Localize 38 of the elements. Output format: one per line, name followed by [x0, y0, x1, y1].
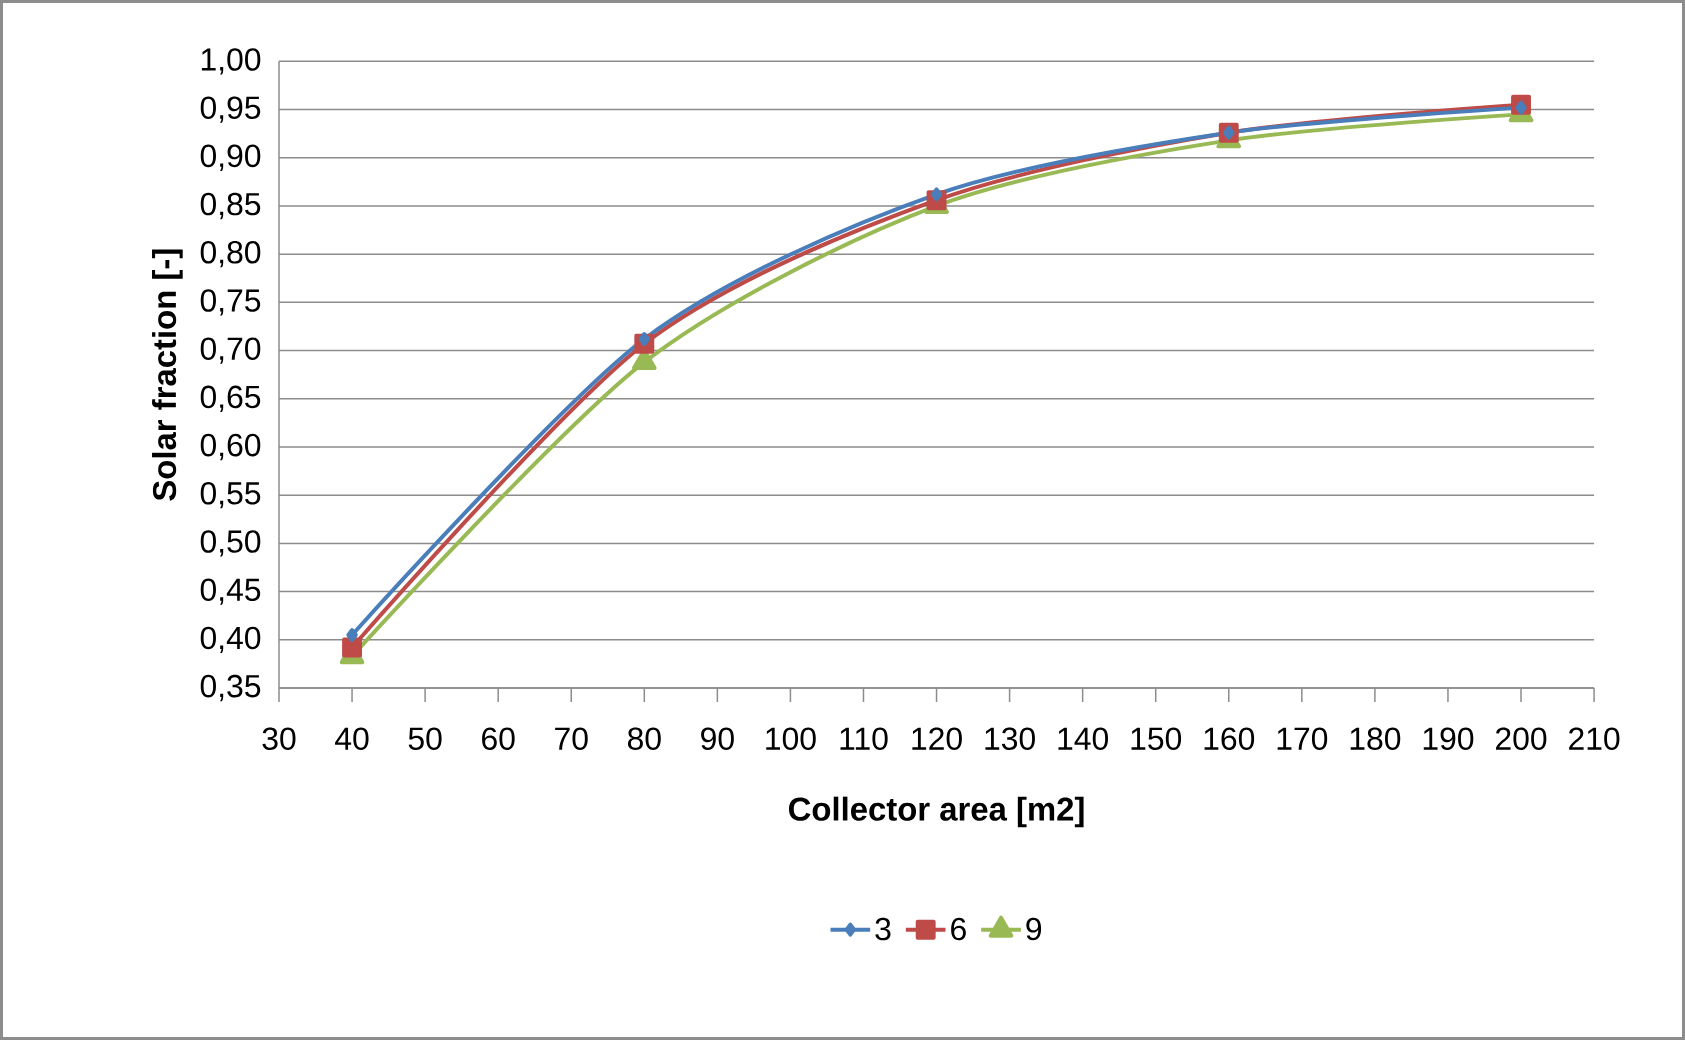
- x-tick-label: 140: [1058, 727, 1108, 750]
- x-tick-label: 160: [1204, 727, 1255, 750]
- y-tick-label: 0,95: [200, 96, 261, 123]
- x-tick-label: 170: [1277, 727, 1328, 750]
- x-tick-label: 100: [766, 727, 816, 750]
- y-tick-label: 0,85: [200, 192, 261, 220]
- x-tick-label: 80: [627, 727, 661, 750]
- y-tick-label: 0,35: [200, 674, 261, 702]
- x-tick-label: 110: [840, 727, 888, 750]
- y-tick-label: 0,65: [200, 385, 261, 412]
- x-axis-title: Collector area [m2]: [788, 796, 1084, 828]
- x-tick-label: 60: [482, 727, 515, 750]
- x-tick-label: 190: [1423, 727, 1474, 750]
- x-tick-label: 130: [985, 727, 1035, 750]
- y-tick-label: 1,00: [201, 48, 261, 75]
- y-tick-label: 0,75: [200, 289, 261, 316]
- x-tick-label: 30: [262, 727, 296, 750]
- y-tick-label: 0,90: [200, 144, 261, 171]
- legend-label: 9: [1026, 917, 1042, 941]
- x-tick-label: 200: [1496, 727, 1547, 750]
- x-tick-label: 180: [1350, 727, 1401, 750]
- x-tick-label: 50: [408, 727, 442, 750]
- x-tick-label: 150: [1131, 727, 1182, 750]
- y-tick-label: 0,55: [200, 482, 261, 509]
- x-tick-label: 70: [555, 727, 588, 750]
- legend-label: 3: [875, 917, 891, 941]
- y-tick-label: 0,60: [200, 433, 261, 461]
- x-tick-label: 90: [701, 727, 734, 750]
- legend-label: 6: [951, 917, 966, 941]
- x-tick-label: 40: [335, 727, 369, 750]
- y-tick-label: 0,40: [200, 626, 261, 653]
- y-tick-label: 0,80: [200, 241, 261, 268]
- y-tick-label: 0,70: [200, 337, 261, 364]
- y-tick-label: 0,45: [200, 578, 261, 605]
- y-axis-title: Solar fraction [-]: [152, 249, 183, 501]
- x-tick-label: 210: [1569, 727, 1620, 750]
- x-tick-label: 120: [912, 727, 962, 750]
- y-tick-label: 0,50: [200, 530, 261, 557]
